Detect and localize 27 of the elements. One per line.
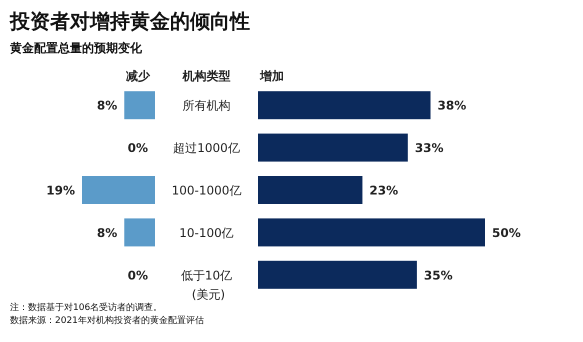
data-label: 23% [369, 184, 398, 198]
bar [258, 176, 362, 204]
data-label: 0% [128, 141, 148, 156]
data-label: 35% [424, 268, 453, 282]
data-label: 19% [46, 184, 75, 198]
data-label: 8% [96, 226, 118, 240]
y-tick-label: 100-1000亿 [172, 184, 242, 198]
series-label: 减少 [126, 69, 151, 83]
y-tick-label: 所有机构 [182, 98, 230, 113]
data-label: 33% [414, 141, 444, 156]
bar [258, 260, 417, 289]
data-label: 0% [128, 268, 148, 282]
y-axis-title: 机构类型 [182, 69, 230, 83]
bar [258, 218, 485, 246]
series-label: 增加 [259, 69, 284, 83]
data-label: 50% [492, 226, 521, 240]
bar [258, 91, 431, 120]
bar [258, 134, 408, 162]
y-tick-label: 低于10亿 (美元) [180, 268, 232, 302]
source-note: 数据来源：2021年对机构投资者的黄金配置评估 [10, 315, 204, 326]
y-tick-label: 超过1000亿 [173, 141, 240, 156]
chart-title: 投资者对增持黄金的倾向性 [9, 9, 250, 33]
data-label: 38% [438, 98, 466, 113]
y-tick-label: 10-100亿 [179, 226, 234, 240]
data-label: 8% [96, 98, 118, 113]
chart-subtitle: 黄金配置总量的预期变化 [9, 41, 143, 55]
annotation: 注：数据基于对106名受访者的调查。 [10, 302, 162, 313]
